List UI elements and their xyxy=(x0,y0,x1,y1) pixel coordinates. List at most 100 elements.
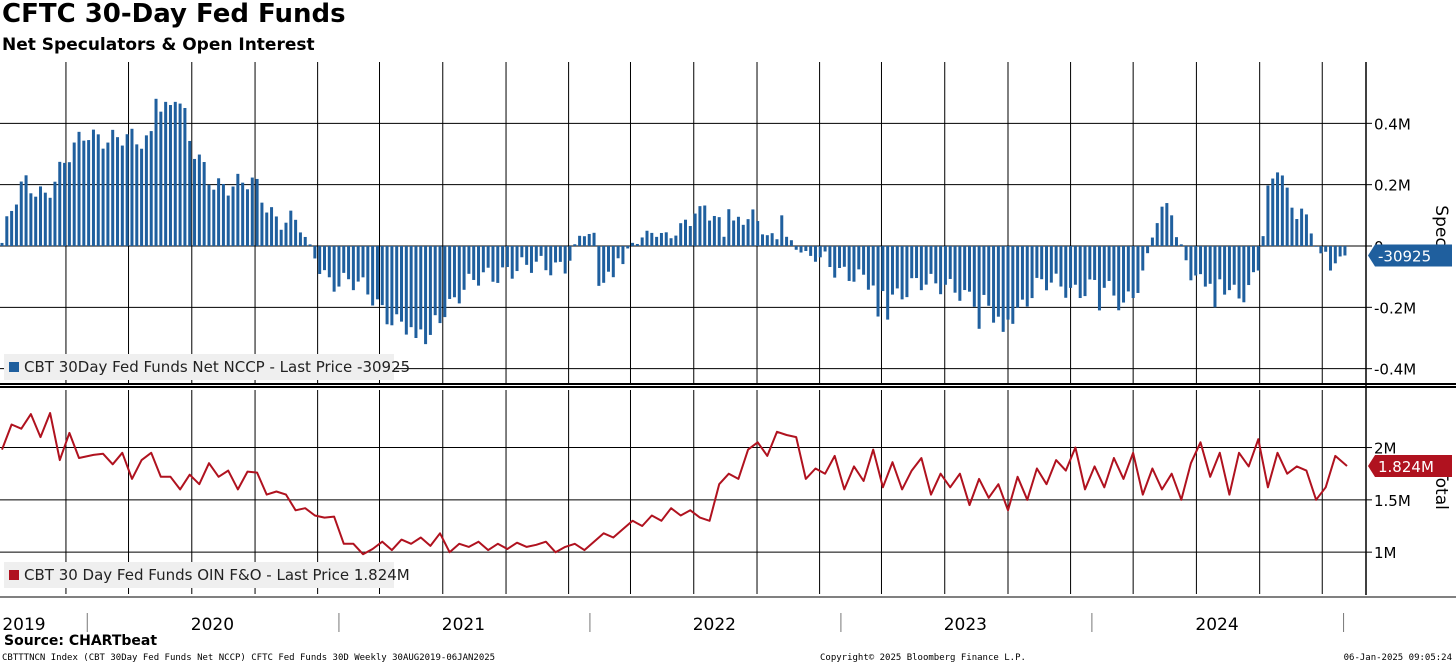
spec-bar xyxy=(231,186,235,246)
spec-bar xyxy=(549,246,553,276)
spec-bar xyxy=(1309,233,1313,246)
spec-bar xyxy=(987,246,991,306)
spec-bar xyxy=(785,236,789,246)
y-tick-label: 1M xyxy=(1374,544,1397,562)
spec-bar xyxy=(24,175,28,246)
spec-bar xyxy=(197,154,201,246)
spec-bar xyxy=(322,246,326,271)
spec-bar xyxy=(10,210,14,246)
spec-bar xyxy=(1160,206,1164,246)
x-year-label: 2023 xyxy=(944,615,987,635)
spec-bar xyxy=(159,111,163,246)
spec-bar xyxy=(857,246,861,270)
spec-bar xyxy=(679,223,683,246)
spec-bar xyxy=(953,246,957,293)
spec-bar xyxy=(1097,246,1101,311)
spec-bar xyxy=(833,246,837,278)
total-last-value-bg xyxy=(1368,454,1452,477)
spec-bar xyxy=(1208,246,1212,284)
spec-bar xyxy=(438,246,442,324)
spec-bar xyxy=(578,235,582,246)
spec-bar xyxy=(414,246,418,338)
spec-bar xyxy=(703,205,707,246)
spec-bar xyxy=(534,246,538,262)
spec-bar xyxy=(140,148,144,246)
spec-bar xyxy=(1112,246,1116,296)
spec-bar xyxy=(659,232,663,246)
spec-bar xyxy=(1290,207,1294,246)
spec-bar xyxy=(390,246,394,326)
spec-bar xyxy=(245,189,249,246)
spec-bar xyxy=(1035,246,1039,278)
spec-bar xyxy=(563,246,567,274)
spec-bar xyxy=(558,246,562,262)
spec-bar xyxy=(684,219,688,246)
spec-bar xyxy=(736,216,740,246)
x-year-label: 2024 xyxy=(1195,615,1238,635)
spec-bar xyxy=(948,246,952,279)
spec-bar xyxy=(1016,246,1020,308)
total-legend: CBT 30 Day Fed Funds OIN F&O - Last Pric… xyxy=(24,566,410,584)
spec-bar xyxy=(943,246,947,285)
spec-bar xyxy=(337,246,341,287)
spec-bar xyxy=(708,220,712,246)
spec-bar xyxy=(982,246,986,295)
spec-bar xyxy=(221,183,225,246)
spec-bar xyxy=(149,131,153,246)
spec-bar xyxy=(284,222,288,246)
spec-bar xyxy=(226,195,230,246)
spec-bar xyxy=(866,246,870,290)
spec-bar xyxy=(645,230,649,246)
spec-bar xyxy=(87,140,91,246)
spec-bar xyxy=(1232,246,1236,285)
spec-bar xyxy=(1049,246,1053,283)
spec-bar xyxy=(1223,246,1227,295)
spec-bar xyxy=(207,184,211,246)
spec-bar xyxy=(520,246,524,258)
spec-bar xyxy=(972,246,976,307)
spec-bar xyxy=(924,246,928,285)
spec-bar xyxy=(491,246,495,282)
y-tick-label: -0.2M xyxy=(1374,299,1416,317)
spec-bar xyxy=(761,234,765,246)
spec-bar xyxy=(1170,215,1174,246)
spec-bar xyxy=(1136,246,1140,293)
x-year-label: 2021 xyxy=(442,615,485,635)
spec-axis-title: Spec xyxy=(1431,205,1451,246)
spec-bar xyxy=(462,246,466,290)
spec-bar xyxy=(963,246,967,291)
spec-bar xyxy=(992,246,996,323)
spec-bar xyxy=(274,216,278,246)
spec-bar xyxy=(125,134,129,246)
spec-bar xyxy=(688,226,692,246)
spec-bar xyxy=(0,242,4,246)
spec-bar xyxy=(361,246,365,278)
spec-bar xyxy=(871,246,875,286)
spec-bar xyxy=(270,207,274,246)
spec-bar xyxy=(1203,246,1207,287)
spec-bar xyxy=(996,246,1000,317)
spec-bar xyxy=(669,238,673,246)
y-tick-label: 0.2M xyxy=(1374,177,1411,195)
spec-bar xyxy=(1256,246,1260,271)
spec-bar xyxy=(881,246,885,292)
spec-last-value-bg xyxy=(1368,244,1452,267)
footer-copyright: Copyright© 2025 Bloomberg Finance L.P. xyxy=(820,653,1026,663)
spec-legend-swatch xyxy=(9,362,19,372)
axes xyxy=(0,62,1456,632)
spec-bar xyxy=(621,246,625,265)
spec-bar xyxy=(29,193,33,246)
spec-legend: CBT 30Day Fed Funds Net NCCP - Last Pric… xyxy=(24,358,410,376)
spec-bar xyxy=(1165,203,1169,246)
spec-bar xyxy=(847,246,851,281)
spec-bar xyxy=(106,142,110,246)
total-legend-box xyxy=(4,562,394,588)
spec-bar xyxy=(664,232,668,246)
spec-bar xyxy=(202,162,206,246)
spec-bar xyxy=(428,246,432,335)
spec-bar xyxy=(751,209,755,246)
axis-labels: 0.4M0.2M0-0.2M-0.4M2M1.5M1MSpecTotal-309… xyxy=(2,115,1452,635)
spec-bar xyxy=(1073,246,1077,285)
spec-bar xyxy=(1314,246,1318,247)
